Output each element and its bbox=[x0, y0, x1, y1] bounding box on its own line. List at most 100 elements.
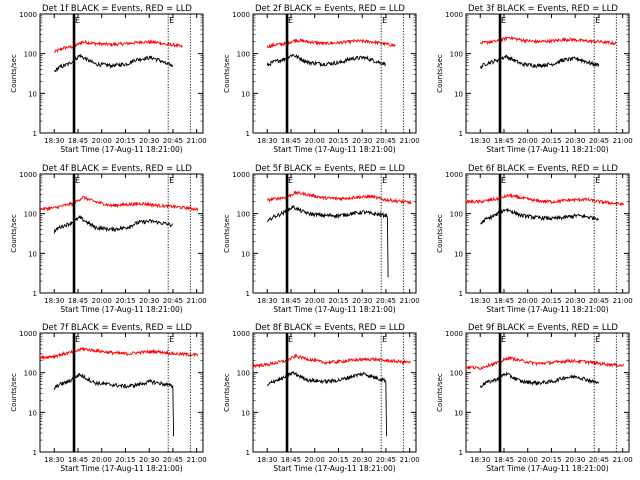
y-tick-label: 10 bbox=[454, 409, 463, 417]
x-tick-label: 20:00 bbox=[92, 137, 112, 145]
events-series-line bbox=[53, 214, 174, 234]
x-tick-label: 21:00 bbox=[613, 137, 633, 145]
events-series-line bbox=[266, 370, 388, 437]
y-tick-label: 100 bbox=[237, 211, 250, 219]
marker-label: E bbox=[288, 176, 293, 185]
x-tick-label: 20:30 bbox=[565, 297, 585, 305]
events-series-line bbox=[53, 372, 175, 437]
marker-label: E bbox=[288, 16, 293, 25]
events-series-line bbox=[480, 207, 600, 225]
x-tick-label: 20:30 bbox=[565, 137, 585, 145]
x-tick-label: 21:00 bbox=[613, 297, 633, 305]
y-tick-label: 1000 bbox=[232, 330, 250, 338]
lld-series-line bbox=[39, 195, 199, 212]
lld-series-line bbox=[266, 190, 412, 206]
x-tick-label: 18:30 bbox=[470, 456, 490, 464]
x-axis-label: Start Time (17-Aug-11 18:21:00) bbox=[273, 145, 395, 154]
marker-label: E bbox=[595, 176, 600, 185]
x-tick-label: 21:00 bbox=[400, 456, 420, 464]
y-tick-label: 1000 bbox=[19, 330, 37, 338]
x-tick-label: 18:45 bbox=[494, 137, 514, 145]
marker-label: E bbox=[382, 16, 387, 25]
x-tick-label: 20:30 bbox=[139, 297, 159, 305]
y-tick-label: 1000 bbox=[232, 171, 250, 179]
x-tick-label: 18:30 bbox=[257, 456, 277, 464]
y-tick-label: 10 bbox=[454, 250, 463, 258]
x-tick-label: 20:45 bbox=[163, 456, 183, 464]
x-tick-label: 20:45 bbox=[589, 456, 609, 464]
lld-series-line bbox=[479, 36, 617, 46]
x-tick-label: 20:00 bbox=[305, 137, 325, 145]
y-tick-label: 10 bbox=[28, 409, 37, 417]
y-tick-label: 100 bbox=[450, 51, 463, 59]
y-tick-label: 1000 bbox=[19, 171, 37, 179]
x-tick-label: 20:45 bbox=[163, 137, 183, 145]
plot-frame bbox=[252, 332, 417, 453]
panel-title: Det 5f BLACK = Events, RED = LLD bbox=[255, 164, 405, 174]
y-tick-label: 1000 bbox=[445, 330, 463, 338]
x-tick-label: 21:00 bbox=[187, 137, 207, 145]
x-tick-label: 20:00 bbox=[92, 297, 112, 305]
y-tick-label: 1 bbox=[33, 449, 37, 457]
x-tick-label: 21:00 bbox=[400, 297, 420, 305]
detector-panel: Det 6f BLACK = Events, RED = LLD 1 10 100 10… bbox=[436, 164, 633, 314]
x-tick-label: 20:45 bbox=[376, 137, 396, 145]
x-tick-label: 20:00 bbox=[518, 456, 538, 464]
plot-frame bbox=[252, 173, 417, 294]
y-tick-label: 10 bbox=[241, 409, 250, 417]
y-tick-label: 100 bbox=[450, 370, 463, 378]
x-tick-label: 20:15 bbox=[328, 137, 348, 145]
y-tick-label: 10 bbox=[241, 250, 250, 258]
x-tick-label: 18:30 bbox=[257, 137, 277, 145]
lld-series-line bbox=[465, 356, 625, 371]
x-axis-label: Start Time (17-Aug-11 18:21:00) bbox=[60, 464, 182, 473]
x-tick-label: 20:45 bbox=[589, 297, 609, 305]
x-tick-label: 21:00 bbox=[613, 456, 633, 464]
x-tick-label: 18:30 bbox=[470, 137, 490, 145]
detector-panel: Det 7f BLACK = Events, RED = LLD 1 10 100 10… bbox=[10, 323, 207, 473]
y-tick-label: 100 bbox=[24, 370, 37, 378]
x-tick-label: 20:15 bbox=[328, 456, 348, 464]
x-tick-label: 20:15 bbox=[541, 456, 561, 464]
x-tick-label: 21:00 bbox=[187, 456, 207, 464]
events-series-line bbox=[479, 54, 600, 70]
x-tick-label: 20:15 bbox=[115, 137, 135, 145]
y-axis-label: Counts/sec bbox=[223, 54, 231, 93]
x-tick-label: 18:45 bbox=[494, 456, 514, 464]
y-tick-label: 1 bbox=[459, 130, 463, 138]
y-tick-label: 1 bbox=[246, 449, 250, 457]
lld-series-line bbox=[252, 353, 412, 369]
y-tick-label: 100 bbox=[237, 51, 250, 59]
x-tick-label: 20:15 bbox=[115, 297, 135, 305]
x-tick-label: 20:45 bbox=[163, 297, 183, 305]
plot-frame bbox=[465, 332, 630, 453]
x-tick-label: 18:30 bbox=[257, 297, 277, 305]
y-axis-label: Counts/sec bbox=[10, 54, 18, 93]
x-tick-label: 20:45 bbox=[589, 137, 609, 145]
y-tick-label: 1 bbox=[246, 290, 250, 298]
x-tick-label: 18:45 bbox=[281, 137, 301, 145]
x-tick-label: 18:45 bbox=[68, 456, 88, 464]
panel-title: Det 2f BLACK = Events, RED = LLD bbox=[255, 4, 405, 14]
x-tick-label: 20:30 bbox=[139, 456, 159, 464]
x-tick-label: 20:30 bbox=[352, 137, 372, 145]
y-tick-label: 100 bbox=[450, 211, 463, 219]
y-tick-label: 1000 bbox=[445, 11, 463, 19]
x-tick-label: 20:00 bbox=[518, 137, 538, 145]
y-tick-label: 10 bbox=[28, 90, 37, 98]
y-axis-label: Counts/sec bbox=[10, 373, 18, 412]
plot-frame bbox=[465, 173, 630, 294]
plot-frame bbox=[252, 13, 417, 134]
y-axis-label: Counts/sec bbox=[223, 373, 231, 412]
x-tick-label: 18:45 bbox=[68, 137, 88, 145]
marker-label: E bbox=[288, 335, 293, 344]
marker-label: E bbox=[501, 16, 506, 25]
marker-label: E bbox=[169, 16, 174, 25]
events-series-line bbox=[479, 371, 600, 389]
marker-label: E bbox=[595, 335, 600, 344]
events-series-line bbox=[266, 205, 389, 278]
y-tick-label: 1 bbox=[459, 290, 463, 298]
x-axis-label: Start Time (17-Aug-11 18:21:00) bbox=[486, 305, 608, 314]
x-tick-label: 18:30 bbox=[44, 297, 64, 305]
